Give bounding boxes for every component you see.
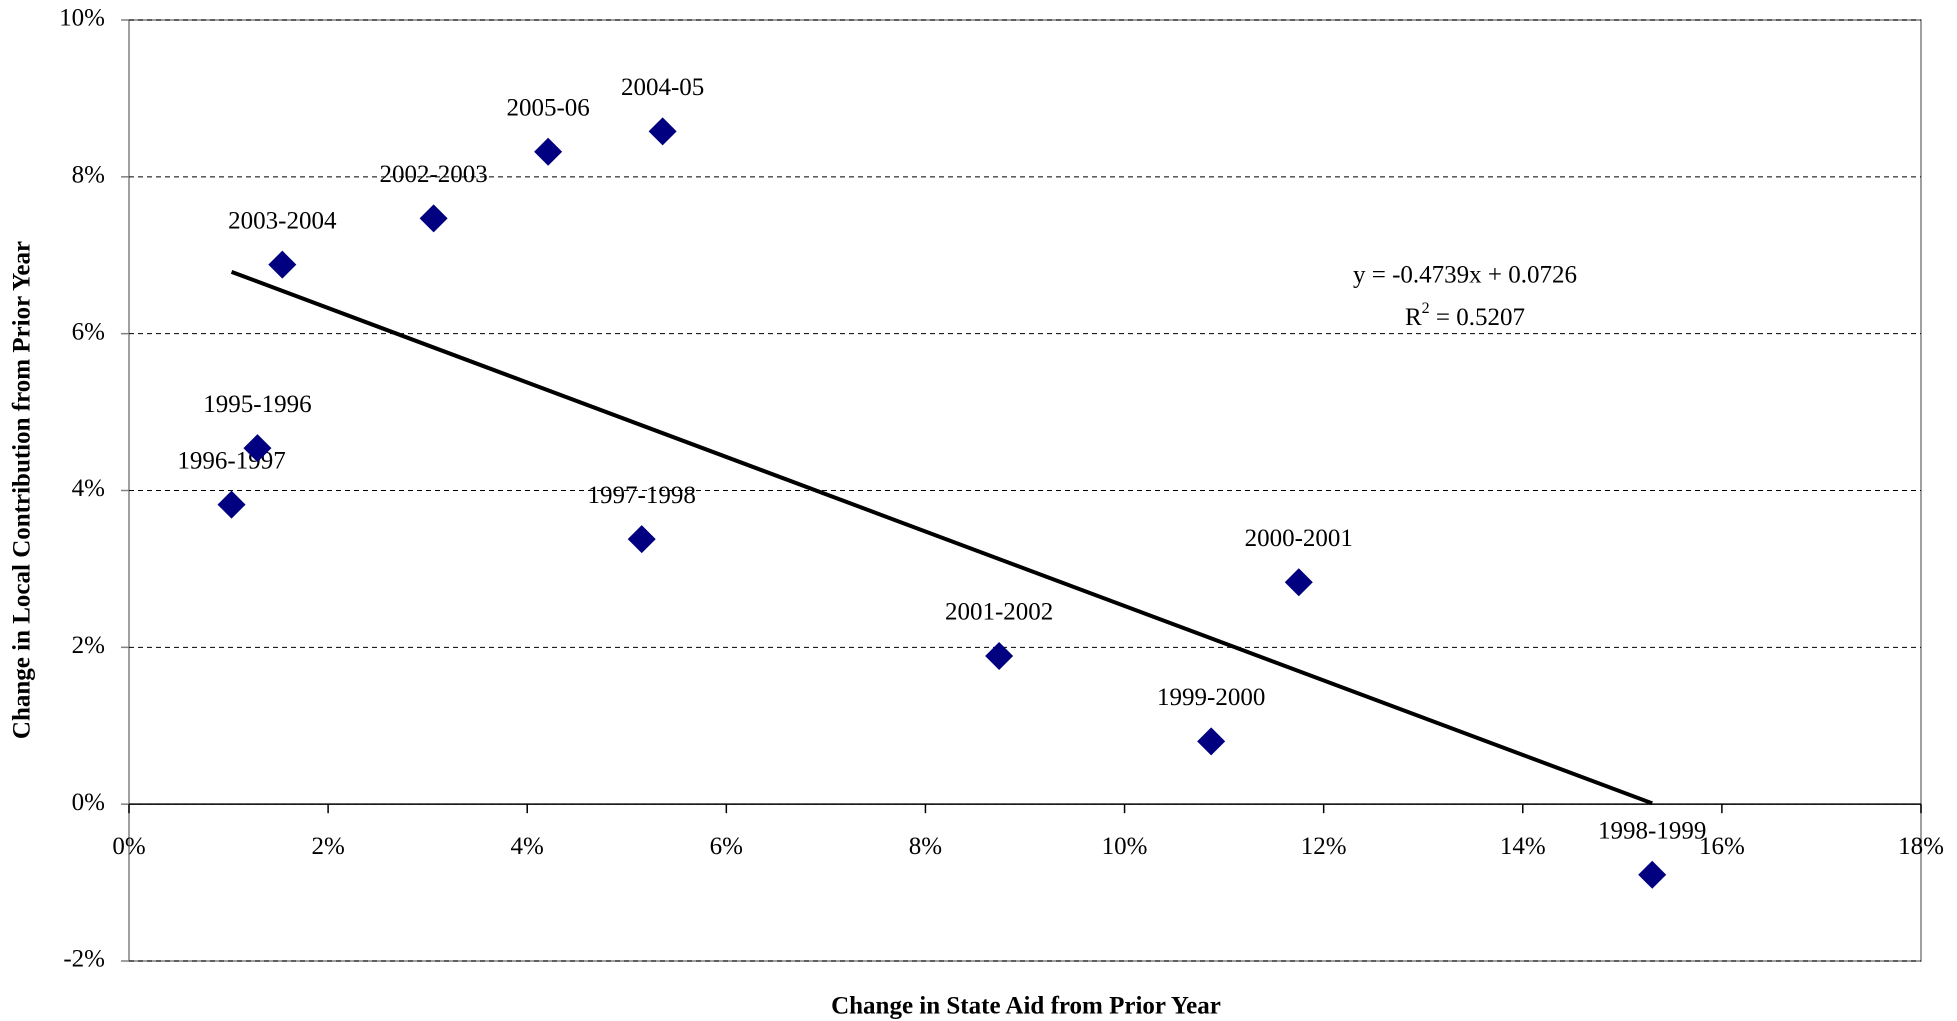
point-label: 2000-2001: [1245, 525, 1353, 552]
x-tick-label: 2%: [311, 833, 344, 860]
point-label: 2003-2004: [228, 207, 337, 234]
point-label: 2002-2003: [379, 161, 487, 188]
point: [627, 525, 656, 554]
y-tick-label: 6%: [72, 318, 105, 345]
point: [985, 641, 1014, 670]
y-tick-label: 2%: [72, 632, 105, 659]
point-label: 1998-1999: [1598, 817, 1706, 844]
x-tick-label: 6%: [710, 833, 743, 860]
r-symbol: R: [1405, 304, 1422, 331]
point: [243, 434, 272, 463]
y-tick-label: -2%: [63, 946, 105, 973]
point: [419, 204, 448, 233]
trendline: [230, 270, 1653, 806]
r-exponent: 2: [1422, 300, 1430, 317]
x-axis-title: Change in State Aid from Prior Year: [831, 993, 1221, 1020]
x-tick-label: 10%: [1102, 833, 1148, 860]
trendline-equation: y = -0.4739x + 0.0726: [1353, 262, 1577, 289]
point-label: 2005-06: [506, 94, 589, 121]
y-tick-label: 0%: [72, 789, 105, 816]
x-tick-label: 4%: [511, 833, 544, 860]
point: [1284, 568, 1313, 597]
y-tick-label: 8%: [72, 162, 105, 189]
point: [1638, 860, 1667, 889]
r-value: = 0.5207: [1430, 304, 1525, 331]
point: [1197, 727, 1226, 756]
y-axis-title: Change in Local Contribution from Prior …: [9, 241, 36, 739]
y-tick-label: 10%: [59, 5, 105, 32]
point-label: 1996-1997: [177, 447, 285, 474]
point-label: 2001-2002: [945, 599, 1053, 626]
point: [217, 490, 246, 519]
point-label: 1999-2000: [1157, 684, 1265, 711]
point-label: 1997-1998: [588, 482, 696, 509]
x-tick-label: 12%: [1301, 833, 1347, 860]
point-label: 1995-1996: [203, 391, 311, 418]
x-tick-label: 14%: [1500, 833, 1546, 860]
y-tick-label: 4%: [72, 475, 105, 502]
x-tick-label: 16%: [1699, 833, 1745, 860]
x-tick-label: 18%: [1898, 833, 1944, 860]
x-tick-label: 0%: [112, 833, 145, 860]
point: [534, 137, 563, 166]
r-squared: R2 = 0.5207: [1405, 300, 1525, 331]
x-tick-label: 8%: [909, 833, 942, 860]
point-label: 2004-05: [621, 74, 704, 101]
point: [648, 117, 677, 146]
point: [268, 250, 297, 279]
